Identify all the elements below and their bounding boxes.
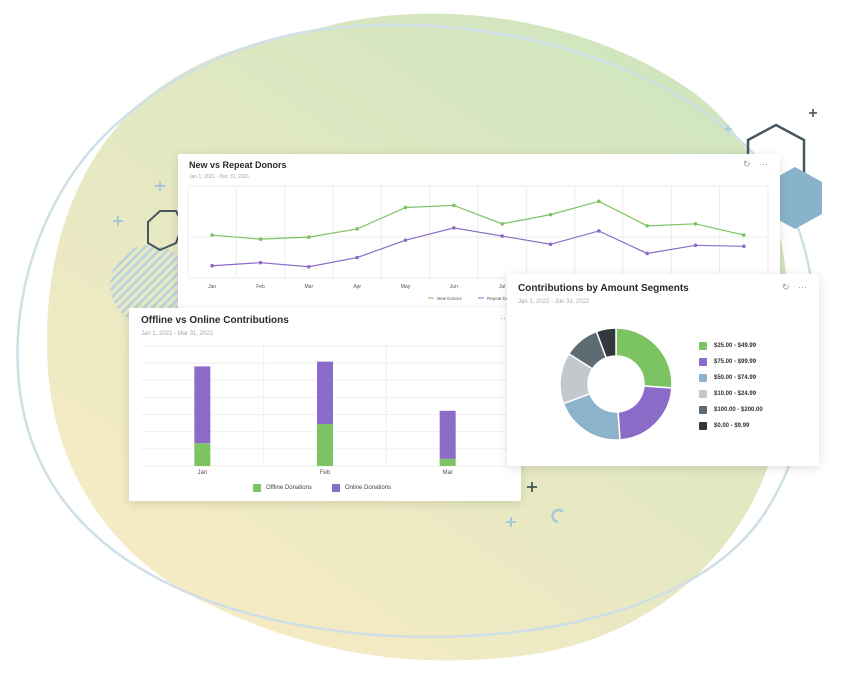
refresh-icon[interactable]: ↻ xyxy=(742,159,751,169)
data-point xyxy=(307,235,311,239)
legend-label: Repeat Donors xyxy=(487,296,518,301)
x-tick-label: Mar xyxy=(305,284,314,290)
card-title: New vs Repeat Donors xyxy=(189,160,287,170)
legend-swatch xyxy=(699,358,707,366)
card-title: Contributions by Amount Segments xyxy=(518,283,689,294)
plus-icon xyxy=(809,109,817,117)
x-tick-label: Jul xyxy=(499,284,505,290)
offline-vs-online-card: Offline vs Online Contributions Jan 1, 2… xyxy=(129,308,521,501)
loading-ring-icon xyxy=(551,508,564,524)
bar-segment xyxy=(194,366,211,444)
donut-chart xyxy=(559,327,673,441)
plus-icon xyxy=(113,216,123,226)
legend-label: New Donors xyxy=(437,296,463,301)
bar-segment xyxy=(317,361,333,424)
data-point xyxy=(403,205,408,210)
data-point xyxy=(742,244,746,249)
data-point xyxy=(403,238,408,242)
legend-label: $10.00 - $24.99 xyxy=(714,391,757,397)
card-title: Offline vs Online Contributions xyxy=(141,315,289,326)
data-point xyxy=(355,255,359,260)
amount-segments-card: Contributions by Amount Segments Jan 1, … xyxy=(507,274,819,466)
legend-label: $0.00 - $9.99 xyxy=(714,423,750,429)
data-point xyxy=(645,224,649,228)
donut-slice xyxy=(617,385,673,441)
donut-slice xyxy=(595,327,617,359)
legend-item-offline[interactable]: Offline Donations xyxy=(253,484,312,492)
hexagon-filled-icon xyxy=(768,167,822,229)
plus-icon xyxy=(506,517,516,527)
striped-circle-icon xyxy=(110,245,190,325)
series-line xyxy=(212,200,744,240)
bar-segment xyxy=(439,410,456,459)
legend-label: Offline Donations xyxy=(266,485,312,491)
legend-swatch xyxy=(699,374,707,382)
plus-icon xyxy=(527,482,537,492)
data-point xyxy=(355,227,359,231)
x-tick-label: Feb xyxy=(256,284,265,290)
data-point xyxy=(452,226,456,230)
legend-item[interactable]: $75.00 - $99.99 xyxy=(699,357,756,367)
x-tick-label: Jan xyxy=(197,470,207,476)
legend-label: $100.00 - $200.00 xyxy=(714,407,763,413)
data-point xyxy=(210,233,214,237)
more-options-icon[interactable]: ··· xyxy=(500,313,509,323)
x-tick-label: Mar xyxy=(442,470,452,476)
data-point xyxy=(742,233,746,237)
x-tick-label: Apr xyxy=(353,284,361,290)
more-options-icon[interactable]: ··· xyxy=(759,159,768,169)
legend-item[interactable]: $0.00 - $9.99 xyxy=(699,421,749,431)
legend-item[interactable]: $25.00 - $49.99 xyxy=(699,341,756,351)
data-point xyxy=(548,242,553,247)
legend-swatch xyxy=(699,406,707,414)
legend-label: $25.00 - $49.99 xyxy=(714,343,757,349)
legend-swatch xyxy=(699,390,707,398)
bar-segment xyxy=(194,443,211,466)
more-options-icon[interactable]: ··· xyxy=(798,282,807,292)
data-point xyxy=(258,237,263,241)
background-outline-ring xyxy=(16,23,817,639)
legend-swatch xyxy=(699,342,707,350)
data-point xyxy=(500,234,504,238)
legend-item-online[interactable]: Online Donations xyxy=(332,484,391,492)
data-point xyxy=(210,263,214,268)
x-tick-label: Jun xyxy=(450,284,458,290)
series-line xyxy=(212,227,744,268)
data-point xyxy=(693,222,698,226)
plus-icon xyxy=(724,125,732,133)
legend-item[interactable]: $50.00 - $74.99 xyxy=(699,373,756,383)
data-point xyxy=(500,222,504,226)
data-point xyxy=(452,203,456,208)
data-point xyxy=(597,229,601,233)
bar-chart: Jan Feb Mar xyxy=(141,345,509,476)
legend-label: $75.00 - $99.99 xyxy=(714,359,757,365)
data-point xyxy=(693,243,698,248)
card-date-range: Jan 1, 2021 - Dec 31, 2021 xyxy=(189,174,250,180)
data-point xyxy=(258,260,263,265)
data-point xyxy=(597,199,601,204)
bar-segment xyxy=(317,424,333,466)
legend-swatch xyxy=(253,484,261,492)
legend-label: $50.00 - $74.99 xyxy=(714,375,757,381)
data-point xyxy=(645,251,649,256)
card-date-range: Jan 1, 2022 - Jun 31, 2022 xyxy=(518,299,590,305)
refresh-icon[interactable]: ↻ xyxy=(781,282,790,292)
legend-swatch xyxy=(332,484,340,492)
plus-icon xyxy=(155,181,165,191)
bar-segment xyxy=(439,458,456,466)
data-point xyxy=(548,212,553,217)
legend-swatch xyxy=(699,422,707,430)
donut-slice xyxy=(615,327,673,389)
legend-item[interactable]: $10.00 - $24.99 xyxy=(699,389,756,399)
card-date-range: Jan 1, 2022 - Mar 31, 2022 xyxy=(141,331,214,337)
x-tick-label: Jan xyxy=(208,284,216,290)
x-tick-label: Feb xyxy=(320,470,331,476)
legend-item[interactable]: $100.00 - $200.00 xyxy=(699,405,763,415)
legend-label: Online Donations xyxy=(345,485,392,491)
data-point xyxy=(307,264,311,269)
x-tick-label: May xyxy=(401,284,411,290)
